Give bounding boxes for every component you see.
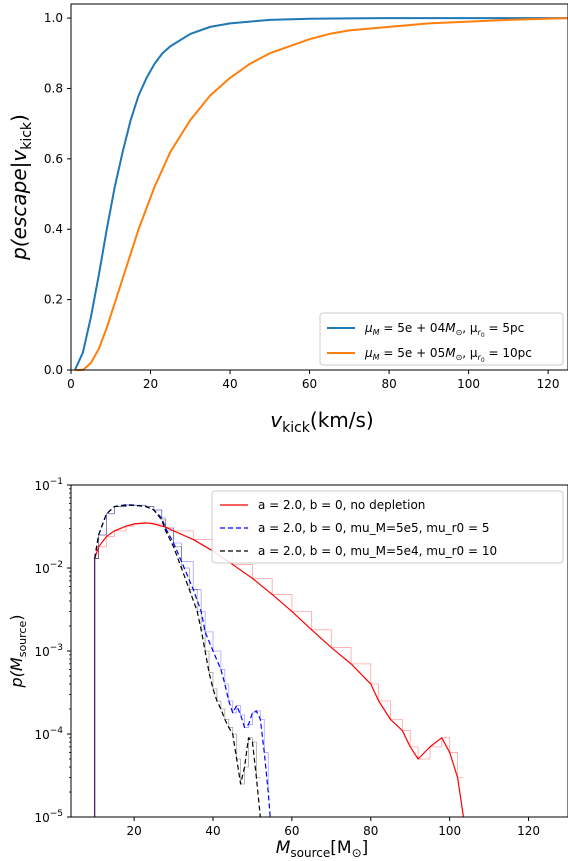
bottom-x-tick-label: 60 [284,824,299,838]
bottom-y-axis-title: p(Msource) [7,615,29,689]
legend-label-mu-m-5e4: a = 2.0, b = 0, mu_M=5e4, mu_r0 = 10 [258,544,497,558]
bottom-x-tick-label: 40 [205,824,220,838]
legend-label-series-2: μM = 5e + 05M⊙, μr0 = 10pc [364,346,532,364]
top-x-tick-label: 40 [222,377,237,391]
legend-label-mu-m-5e5: a = 2.0, b = 0, mu_M=5e5, mu_r0 = 5 [258,521,489,535]
top-y-tick-label: 1.0 [44,11,63,25]
bottom-x-tick-label: 80 [363,824,378,838]
bottom-y-tick-label: 10−4 [34,726,63,742]
bottom-x-tick-label: 120 [517,824,540,838]
top-y-tick-label: 0.0 [44,363,63,377]
top-y-axis-title: p(escape|vkick) [7,114,35,261]
bottom-x-tick-label: 20 [126,824,141,838]
top-x-tick-label: 60 [302,377,317,391]
top-x-tick-label: 20 [143,377,158,391]
bottom-legend: a = 2.0, b = 0, no depletion a = 2.0, b … [211,490,564,564]
top-series-line-1 [74,17,568,371]
top-x-tick-label: 120 [537,377,560,391]
bottom-series-histogram-1 [94,522,464,778]
bottom-y-tick-label: 10−2 [34,560,63,576]
escape-probability-chart: 0 20 40 60 80 100 120 0.0 0.2 0.4 0.6 0.8 1.0 vkick… [7,3,568,436]
bottom-y-tick-label: 10−3 [34,643,63,659]
top-x-tick-label: 80 [381,377,396,391]
top-legend-box [319,312,564,366]
top-series-line-2 [74,17,568,371]
bottom-series-histogram-2 [94,504,271,793]
top-y-tick-label: 0.2 [44,293,63,307]
top-y-tick-label: 0.8 [44,81,63,95]
top-y-tick-label: 0.4 [44,222,63,236]
top-y-tick-label: 0.6 [44,152,63,166]
bottom-legend-box [211,490,564,564]
top-legend: μM = 5e + 04M⊙, μr0 = 5pc μM = 5e + 05M⊙… [319,312,564,366]
legend-label-series-1: μM = 5e + 04M⊙, μr0 = 5pc [364,321,524,339]
top-x-tick-label: 100 [457,377,480,391]
bottom-x-tick-label: 100 [438,824,461,838]
bottom-y-tick-label: 10−1 [34,477,63,493]
source-mass-distribution-chart: 20 40 60 80 100 120 10−5 10−4 10−3 10−2 10−1 Msou… [7,477,568,860]
top-plot-frame [70,3,568,371]
bottom-series-line-1 [94,522,465,818]
bottom-x-axis-title: Msource[M⊙] [276,838,369,860]
bottom-y-tick-label: 10−5 [34,809,63,825]
top-x-tick-label: 0 [67,377,75,391]
top-x-axis-title: vkick(km/s) [270,408,373,436]
bottom-series-line-3 [94,504,261,818]
legend-label-no-depletion: a = 2.0, b = 0, no depletion [258,498,425,512]
